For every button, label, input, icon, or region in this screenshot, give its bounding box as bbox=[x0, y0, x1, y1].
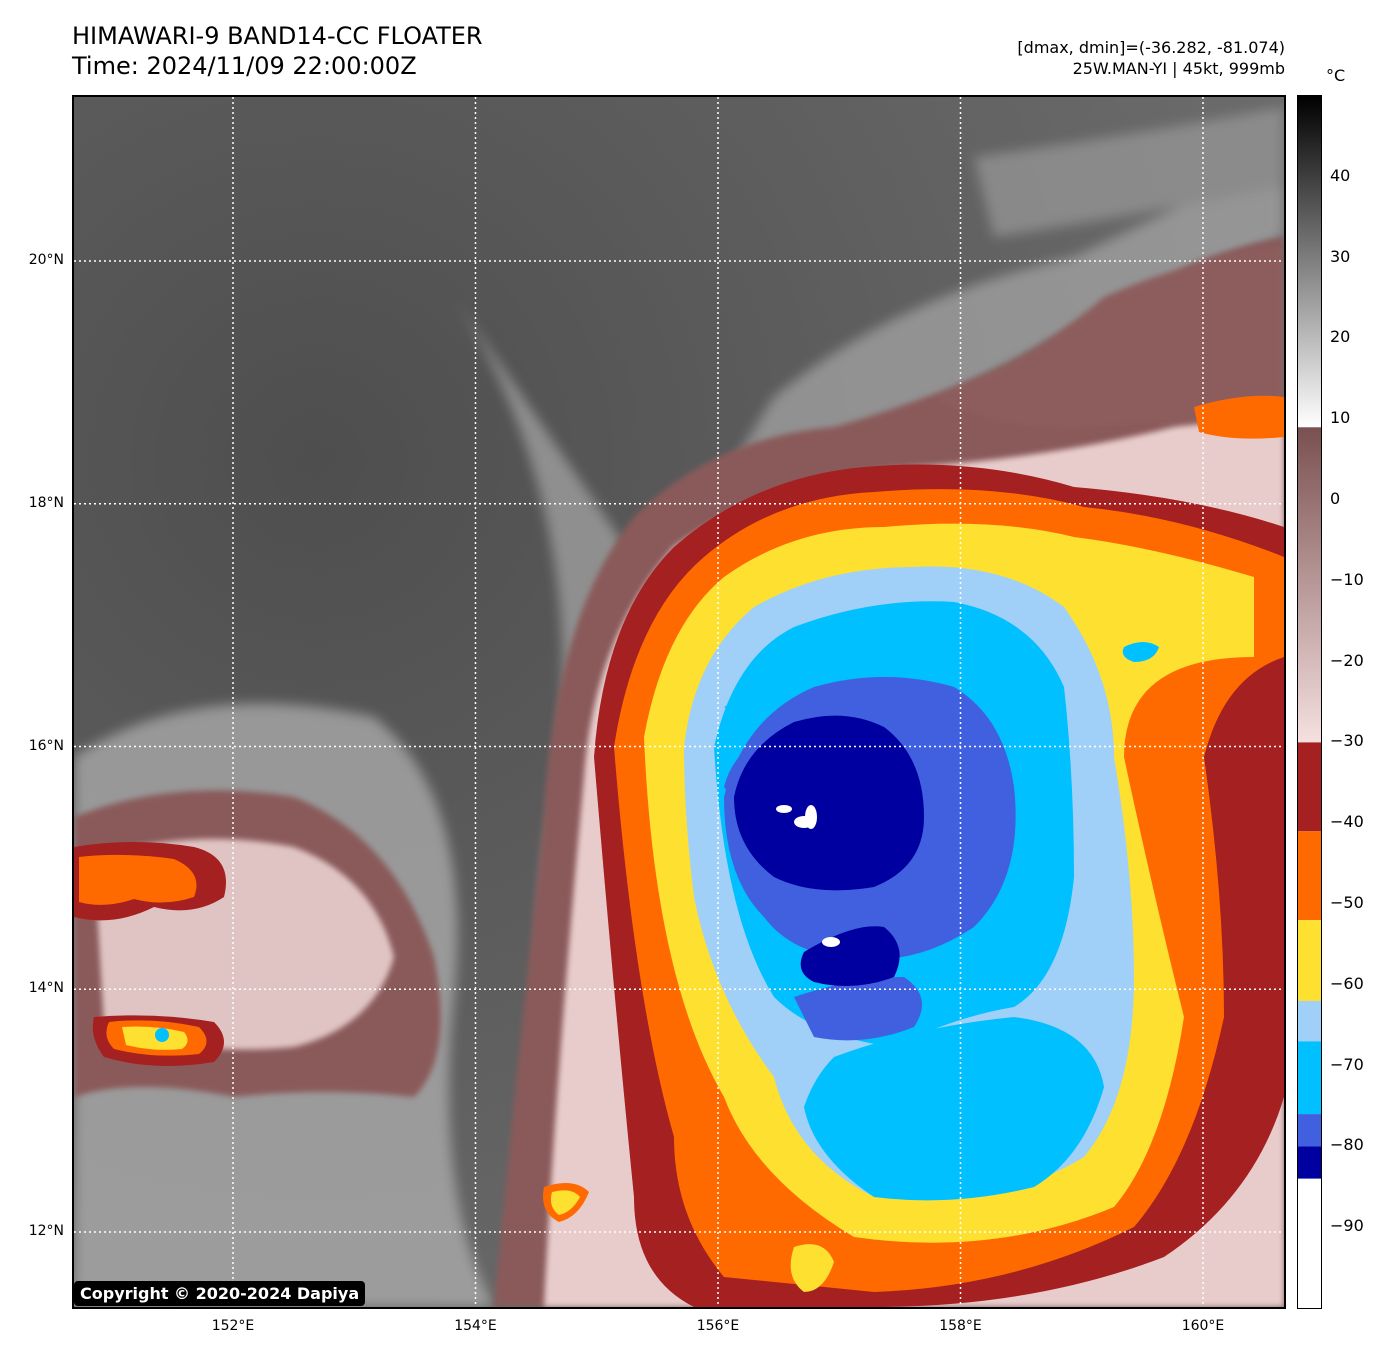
colorbar-segment-darkred bbox=[1298, 742, 1321, 832]
colorbar-segment-white bbox=[1298, 1178, 1321, 1308]
colorbar-tick-label: −10 bbox=[1330, 569, 1364, 589]
colorbar-segment-gray bbox=[1298, 96, 1321, 428]
map-gridlines bbox=[74, 97, 1284, 1307]
colorbar bbox=[1297, 95, 1322, 1309]
lat-label: 14°N bbox=[28, 980, 64, 997]
colorbar-tick-label: −40 bbox=[1330, 812, 1364, 832]
colorbar-segment-brown bbox=[1298, 427, 1321, 743]
lat-label: 12°N bbox=[28, 1223, 64, 1239]
colorbar-tick-label: −50 bbox=[1330, 893, 1364, 912]
colorbar-tick-label: −90 bbox=[1330, 1216, 1364, 1236]
data-range-label: [dmax, dmin]=(-36.282, -81.074) bbox=[1017, 38, 1285, 57]
colorbar-segment-royalblue bbox=[1298, 1114, 1321, 1147]
lon-label: 152°E bbox=[211, 1318, 255, 1334]
colorbar-tick-label: −80 bbox=[1330, 1135, 1364, 1155]
copyright-label: Copyright © 2020-2024 Dapiya bbox=[74, 1281, 366, 1306]
colorbar-tick-label: −20 bbox=[1330, 650, 1364, 670]
lat-label: 16°N bbox=[28, 737, 64, 754]
map-title: HIMAWARI-9 BAND14-CC FLOATER bbox=[72, 22, 483, 50]
colorbar-tick-label: −30 bbox=[1330, 731, 1364, 751]
lat-label: 20°N bbox=[28, 252, 64, 268]
lon-label: 158°E bbox=[939, 1318, 982, 1334]
map-timestamp: Time: 2024/11/09 22:00:00Z bbox=[72, 52, 417, 80]
colorbar-segment-orange bbox=[1298, 831, 1321, 921]
colorbar-segment-navy bbox=[1298, 1146, 1321, 1179]
storm-info-label: 25W.MAN-YI | 45kt, 999mb bbox=[1072, 59, 1285, 78]
colorbar-tick-label: 30 bbox=[1330, 246, 1351, 266]
colorbar-tick-label: 10 bbox=[1330, 408, 1351, 428]
colorbar-tick-label: 20 bbox=[1330, 327, 1351, 347]
lon-label: 160°E bbox=[1181, 1318, 1225, 1334]
colorbar-segment-skyblue bbox=[1298, 1041, 1321, 1115]
colorbar-tick-label: 40 bbox=[1330, 165, 1351, 185]
colorbar-tick-label: −60 bbox=[1330, 973, 1364, 993]
satellite-map[interactable] bbox=[72, 95, 1286, 1309]
colorbar-unit-label: °C bbox=[1326, 66, 1346, 85]
lon-label: 156°E bbox=[696, 1318, 740, 1334]
lat-label: 18°N bbox=[28, 494, 64, 511]
colorbar-segment-lightblue bbox=[1298, 1000, 1321, 1042]
colorbar-tick-label: 0 bbox=[1330, 489, 1341, 508]
lon-label: 154°E bbox=[454, 1318, 497, 1334]
colorbar-segment-yellow bbox=[1298, 920, 1321, 1001]
convective-cells-west bbox=[74, 395, 1284, 1292]
storm-core bbox=[594, 464, 1284, 1307]
colorbar-tick-label: −70 bbox=[1330, 1054, 1364, 1074]
